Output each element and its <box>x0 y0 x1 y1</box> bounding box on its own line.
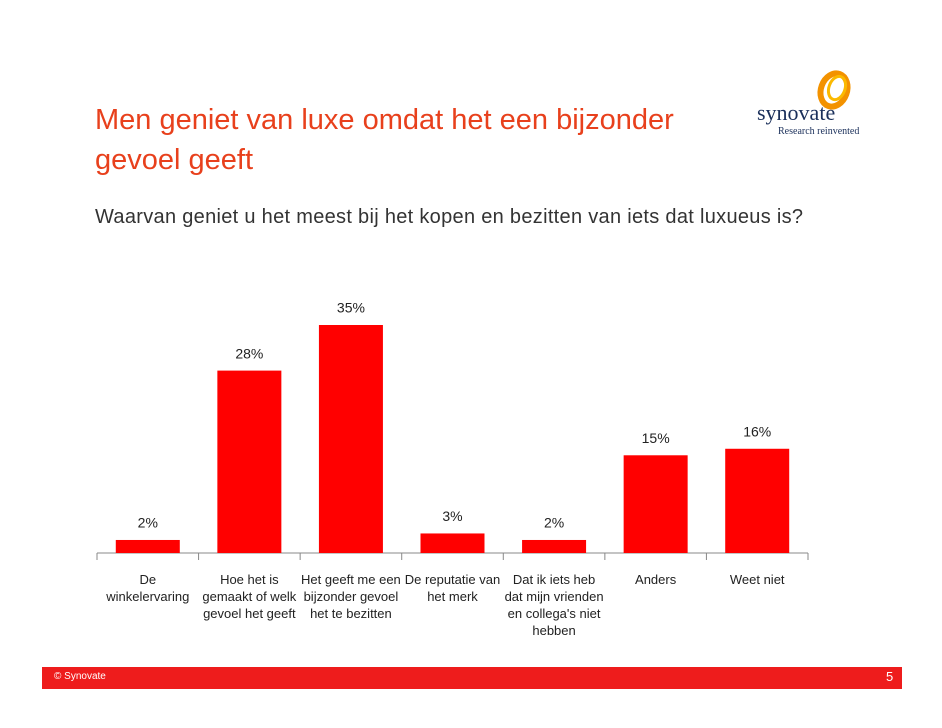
logo-mark <box>817 70 851 110</box>
category-label: Anders <box>635 572 677 587</box>
category-label: De reputatie van het merk <box>404 572 501 604</box>
value-label: 3% <box>442 508 462 524</box>
logo-name: synovate <box>757 100 836 125</box>
value-label: 35% <box>337 300 365 316</box>
question: Waarvan geniet u het meest bij het kopen… <box>95 206 804 228</box>
bar <box>318 325 383 553</box>
value-label: 16% <box>743 423 771 439</box>
bar <box>725 448 790 553</box>
bar <box>217 370 282 553</box>
value-label: 2% <box>544 515 564 531</box>
copyright: © Synovate <box>54 671 106 682</box>
category-label: Hoe het is gemaakt of welk gevoel het ge… <box>202 572 297 621</box>
logo-tagline: Research reinvented <box>778 126 860 137</box>
slide-title: Men geniet van luxe omdat het een bijzon… <box>95 104 674 176</box>
bar <box>115 539 180 553</box>
value-label: 15% <box>642 430 670 446</box>
category-label: Weet niet <box>729 572 785 587</box>
bar <box>420 533 485 553</box>
value-label: 2% <box>138 515 158 531</box>
value-label: 28% <box>235 345 263 361</box>
bar <box>522 539 587 553</box>
page-number: 5 <box>886 669 894 684</box>
category-label: Het geeft me een bijzonder gevoel het te… <box>301 572 401 621</box>
footer-bar <box>42 667 902 689</box>
category-label: De winkelervaring <box>106 572 190 604</box>
bar <box>623 455 688 553</box>
category-label: Dat ik iets heb dat mijn vrienden en col… <box>504 572 604 638</box>
